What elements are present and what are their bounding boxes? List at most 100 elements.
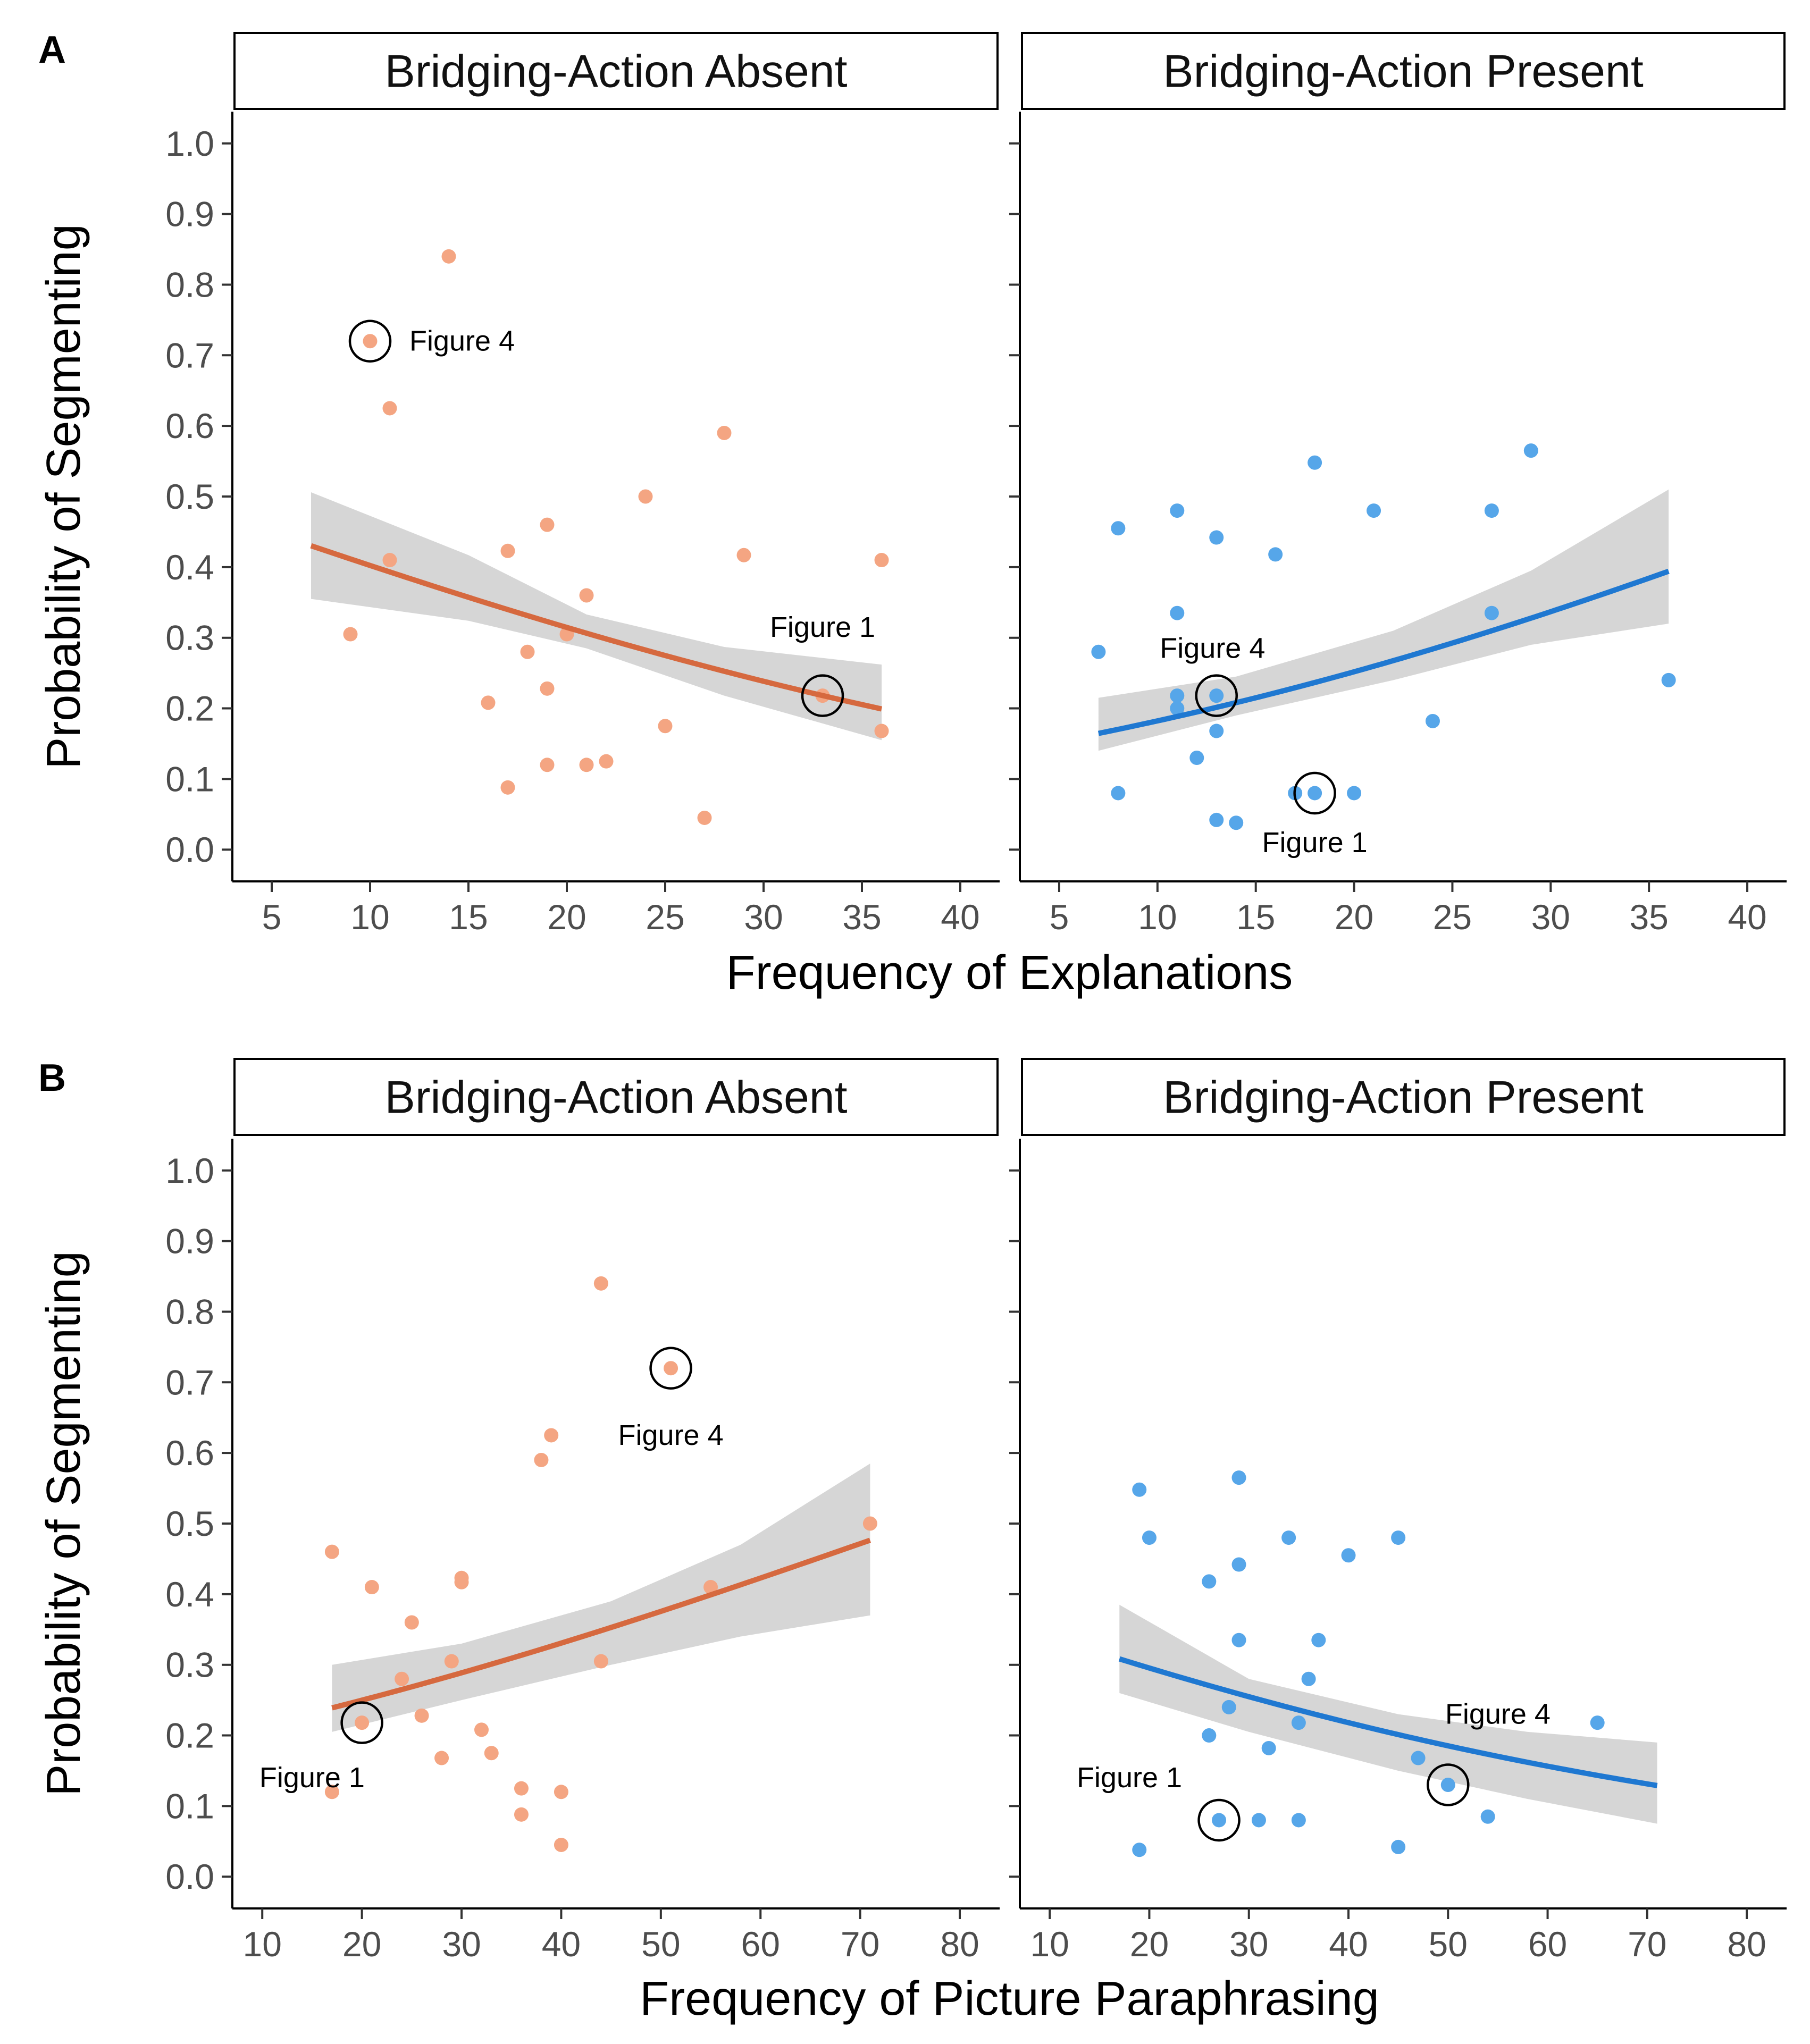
facet-present: Bridging-Action Present Figure 4 Figure 1 5…	[1009, 32, 1787, 937]
x-tick-label: 25	[1433, 897, 1472, 937]
confidence-band	[1098, 489, 1669, 751]
data-point	[1202, 1728, 1217, 1743]
data-point	[1231, 1470, 1246, 1485]
data-point	[1425, 713, 1440, 728]
x-tick-label: 20	[1130, 1924, 1169, 1964]
facet-strip	[233, 1058, 999, 1136]
x-tick-label: 60	[741, 1924, 780, 1964]
data-point	[579, 758, 594, 772]
data-point	[579, 588, 594, 603]
highlight-circle	[348, 319, 392, 363]
y-tick-label: 0.8	[165, 265, 214, 304]
data-point	[540, 758, 555, 772]
data-point	[1311, 1633, 1326, 1647]
facet-title: Bridging-Action Absent	[384, 46, 847, 97]
y-tick-label: 0.6	[165, 1433, 214, 1473]
data-point	[1202, 1574, 1217, 1589]
data-point	[1268, 547, 1283, 562]
data-point	[324, 1785, 339, 1799]
data-point	[1251, 1813, 1266, 1828]
data-point	[1170, 701, 1185, 716]
facet-strip	[1021, 32, 1786, 110]
data-point	[500, 780, 515, 795]
data-point	[593, 1654, 608, 1669]
data-point	[1209, 530, 1224, 545]
data-point	[1341, 1548, 1356, 1563]
data-point	[1484, 503, 1499, 518]
data-point	[544, 1428, 559, 1443]
y-tick-label: 0.1	[165, 1786, 214, 1826]
annotation-label: Figure 1	[770, 611, 875, 643]
y-tick-label: 0.2	[165, 1716, 214, 1755]
data-point	[1132, 1482, 1147, 1497]
x-tick-label: 20	[342, 1924, 381, 1964]
y-tick-label: 0.3	[165, 618, 214, 658]
data-point	[404, 1615, 419, 1630]
x-axis-title: Frequency of Explanations	[726, 946, 1293, 999]
y-tick-label: 0.7	[165, 335, 214, 375]
facet-title: Bridging-Action Present	[1163, 1072, 1644, 1123]
fit-line	[1118, 1656, 1658, 1788]
fit-line	[1097, 568, 1670, 736]
data-point	[874, 724, 889, 738]
data-point	[1261, 1740, 1276, 1755]
x-tick-label: 40	[941, 897, 979, 937]
data-point	[514, 1807, 529, 1822]
y-tick-label: 0.4	[165, 548, 214, 587]
x-tick-label: 50	[641, 1924, 680, 1964]
y-tick-label: 0.5	[165, 477, 214, 516]
highlight-circle	[1197, 1798, 1241, 1842]
data-point	[1170, 503, 1185, 518]
data-point	[1308, 455, 1322, 470]
data-point	[1209, 724, 1224, 738]
x-tick-label: 70	[1628, 1924, 1666, 1964]
data-point	[1189, 751, 1204, 766]
y-tick-label: 0.9	[165, 195, 214, 234]
x-tick-label: 20	[547, 897, 586, 937]
x-tick-label: 70	[841, 1924, 879, 1964]
panel-letter: B	[38, 1057, 66, 1099]
chart-panel-A: A Probability of Segmenting Frequency of E…	[37, 29, 1787, 999]
facet-strip	[1021, 1058, 1786, 1136]
data-point	[1590, 1715, 1605, 1730]
x-tick-label: 35	[1629, 897, 1668, 937]
data-point	[1231, 1633, 1246, 1647]
data-point	[1391, 1839, 1406, 1854]
x-tick-label: 30	[442, 1924, 481, 1964]
y-tick-label: 0.8	[165, 1292, 214, 1331]
data-point	[514, 1781, 529, 1796]
data-point	[1291, 1715, 1306, 1730]
data-point	[484, 1746, 499, 1761]
x-tick-label: 40	[542, 1924, 581, 1964]
facet-title: Bridging-Action Present	[1163, 46, 1644, 97]
y-tick-label: 1.0	[165, 1151, 214, 1190]
data-point	[1142, 1530, 1157, 1545]
data-point	[382, 553, 397, 568]
y-tick-label: 0.4	[165, 1575, 214, 1614]
data-point	[441, 249, 456, 264]
annotation-label: Figure 4	[618, 1419, 724, 1451]
facet-strip	[233, 32, 999, 110]
data-point	[324, 1544, 339, 1559]
y-axis-title: Probability of Segmenting	[37, 224, 90, 769]
data-point	[520, 644, 535, 659]
data-point	[414, 1708, 429, 1723]
x-tick-label: 35	[842, 897, 881, 937]
x-tick-label: 80	[1727, 1924, 1766, 1964]
confidence-band	[1119, 1604, 1657, 1824]
data-point	[599, 754, 614, 769]
facet-absent: Bridging-Action Absent Figure 4 Figure 1 10…	[165, 1058, 1000, 1964]
panel-letter: A	[38, 29, 66, 71]
annotation-label: Figure 4	[1160, 633, 1265, 664]
data-point	[697, 810, 712, 825]
data-point	[1484, 605, 1499, 620]
x-tick-label: 10	[1030, 1924, 1069, 1964]
data-point	[1209, 688, 1224, 703]
x-tick-label: 5	[1050, 897, 1069, 937]
confidence-band	[332, 1463, 870, 1732]
data-point	[664, 1361, 678, 1376]
data-point	[1308, 786, 1322, 801]
data-point	[874, 553, 889, 568]
data-point	[474, 1722, 489, 1737]
data-point	[1367, 503, 1381, 518]
